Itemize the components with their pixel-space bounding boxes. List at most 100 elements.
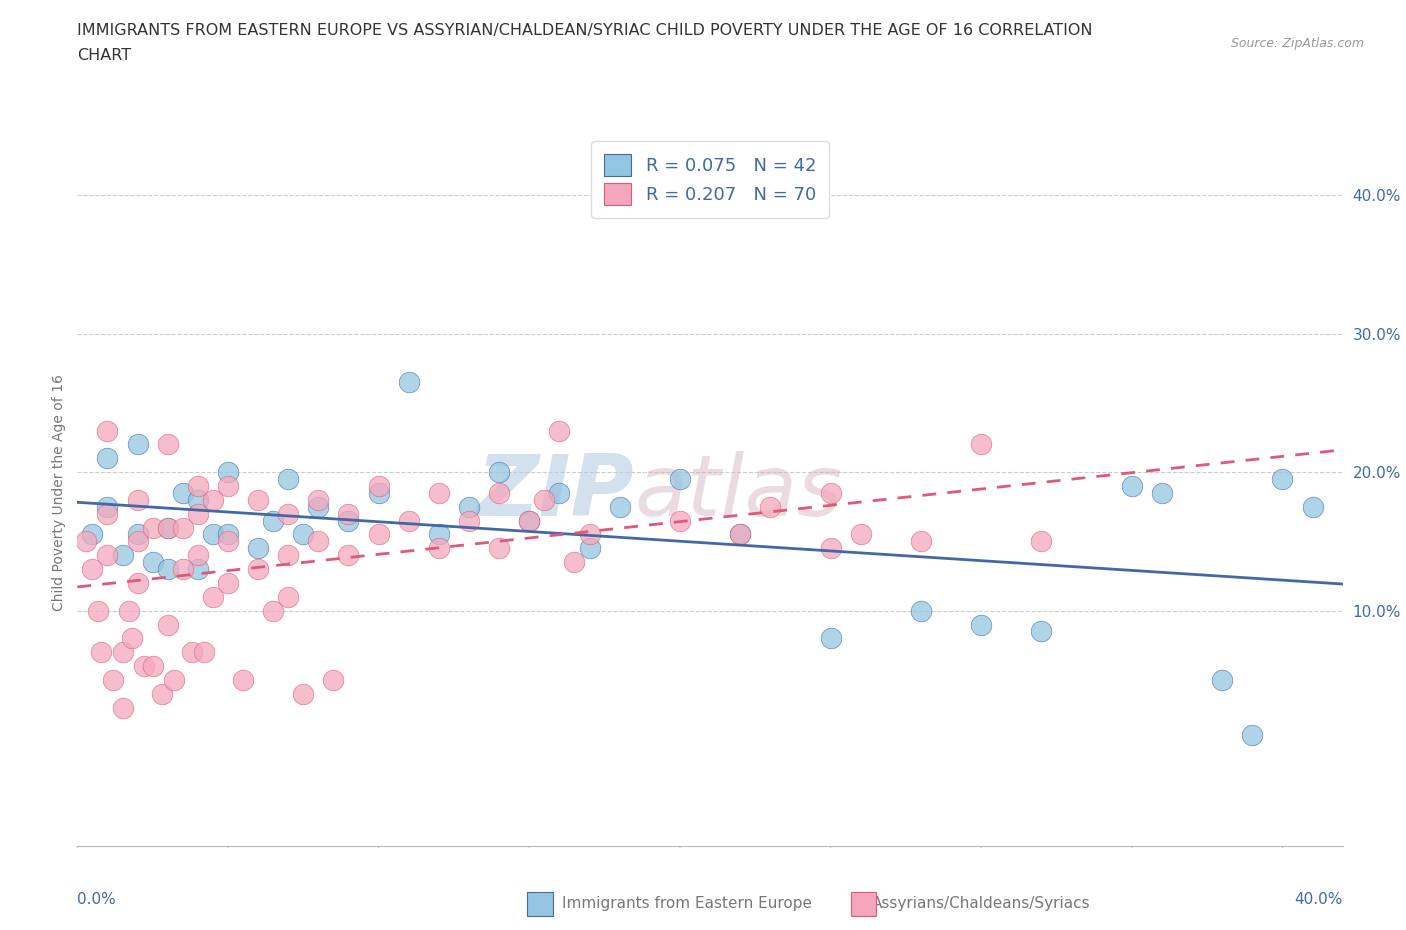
Point: [217, 576, 239, 591]
Text: ZIP: ZIP: [477, 451, 634, 535]
Point: [970, 437, 993, 452]
Point: [187, 506, 209, 521]
Point: [578, 527, 600, 542]
Point: [82, 527, 104, 542]
Point: [96, 499, 118, 514]
Text: 40.0%: 40.0%: [1295, 892, 1343, 908]
Point: [75, 534, 97, 549]
Point: [96, 548, 118, 563]
Point: [111, 548, 134, 563]
Point: [578, 541, 600, 556]
Text: 0.0%: 0.0%: [77, 892, 117, 908]
Point: [127, 576, 149, 591]
Point: [127, 534, 149, 549]
Point: [82, 562, 104, 577]
Point: [217, 527, 239, 542]
Point: [669, 472, 692, 486]
Point: [458, 513, 481, 528]
Point: [180, 644, 202, 659]
Point: [488, 541, 510, 556]
Point: [277, 548, 299, 563]
Point: [127, 437, 149, 452]
Point: [1302, 499, 1324, 514]
Point: [262, 513, 284, 528]
Point: [970, 618, 993, 632]
Point: [517, 513, 540, 528]
Point: [533, 492, 555, 507]
Point: [217, 465, 239, 480]
Point: [156, 618, 179, 632]
Point: [247, 541, 270, 556]
Point: [548, 423, 571, 438]
Point: [232, 672, 254, 687]
Point: [262, 604, 284, 618]
Point: [337, 513, 360, 528]
Point: [111, 644, 134, 659]
Point: [96, 423, 118, 438]
Legend: R = 0.075   N = 42, R = 0.207   N = 70: R = 0.075 N = 42, R = 0.207 N = 70: [592, 141, 828, 218]
Point: [187, 548, 209, 563]
Point: [127, 527, 149, 542]
Point: [1150, 485, 1173, 500]
Point: [337, 506, 360, 521]
Point: [172, 520, 194, 535]
Point: [187, 479, 209, 494]
Point: [90, 644, 112, 659]
Point: [609, 499, 631, 514]
Point: [337, 548, 360, 563]
Point: [910, 534, 932, 549]
Point: [121, 631, 143, 645]
Point: [277, 506, 299, 521]
Point: [117, 604, 139, 618]
Point: [96, 451, 118, 466]
Text: atlas: atlas: [634, 451, 842, 535]
Point: [488, 485, 510, 500]
Text: IMMIGRANTS FROM EASTERN EUROPE VS ASSYRIAN/CHALDEAN/SYRIAC CHILD POVERTY UNDER T: IMMIGRANTS FROM EASTERN EUROPE VS ASSYRI…: [77, 23, 1092, 38]
Point: [728, 527, 751, 542]
Point: [277, 590, 299, 604]
Point: [1031, 534, 1053, 549]
Point: [307, 499, 329, 514]
Point: [156, 437, 179, 452]
Point: [150, 686, 173, 701]
Point: [277, 472, 299, 486]
Point: [548, 485, 571, 500]
Point: [247, 492, 270, 507]
Point: [172, 562, 194, 577]
Y-axis label: Child Poverty Under the Age of 16: Child Poverty Under the Age of 16: [52, 375, 66, 611]
Point: [111, 700, 134, 715]
Point: [156, 520, 179, 535]
Point: [820, 485, 842, 500]
Point: [820, 631, 842, 645]
Point: [1271, 472, 1294, 486]
Point: [156, 562, 179, 577]
Point: [669, 513, 692, 528]
Text: Immigrants from Eastern Europe: Immigrants from Eastern Europe: [562, 897, 813, 911]
Point: [142, 520, 165, 535]
Point: [427, 527, 450, 542]
Point: [201, 590, 224, 604]
Point: [187, 492, 209, 507]
Point: [849, 527, 872, 542]
Text: CHART: CHART: [77, 48, 131, 63]
Point: [247, 562, 270, 577]
Point: [488, 465, 510, 480]
Point: [201, 527, 224, 542]
Point: [163, 672, 186, 687]
Point: [172, 485, 194, 500]
Point: [142, 555, 165, 570]
Point: [156, 520, 179, 535]
Point: [87, 604, 110, 618]
Point: [728, 527, 751, 542]
Point: [517, 513, 540, 528]
Point: [103, 672, 125, 687]
Text: Assyrians/Chaldeans/Syriacs: Assyrians/Chaldeans/Syriacs: [872, 897, 1090, 911]
Point: [322, 672, 344, 687]
Point: [217, 534, 239, 549]
Point: [398, 375, 420, 390]
Point: [307, 534, 329, 549]
Point: [1031, 624, 1053, 639]
Point: [1211, 672, 1233, 687]
Point: [193, 644, 215, 659]
Point: [910, 604, 932, 618]
